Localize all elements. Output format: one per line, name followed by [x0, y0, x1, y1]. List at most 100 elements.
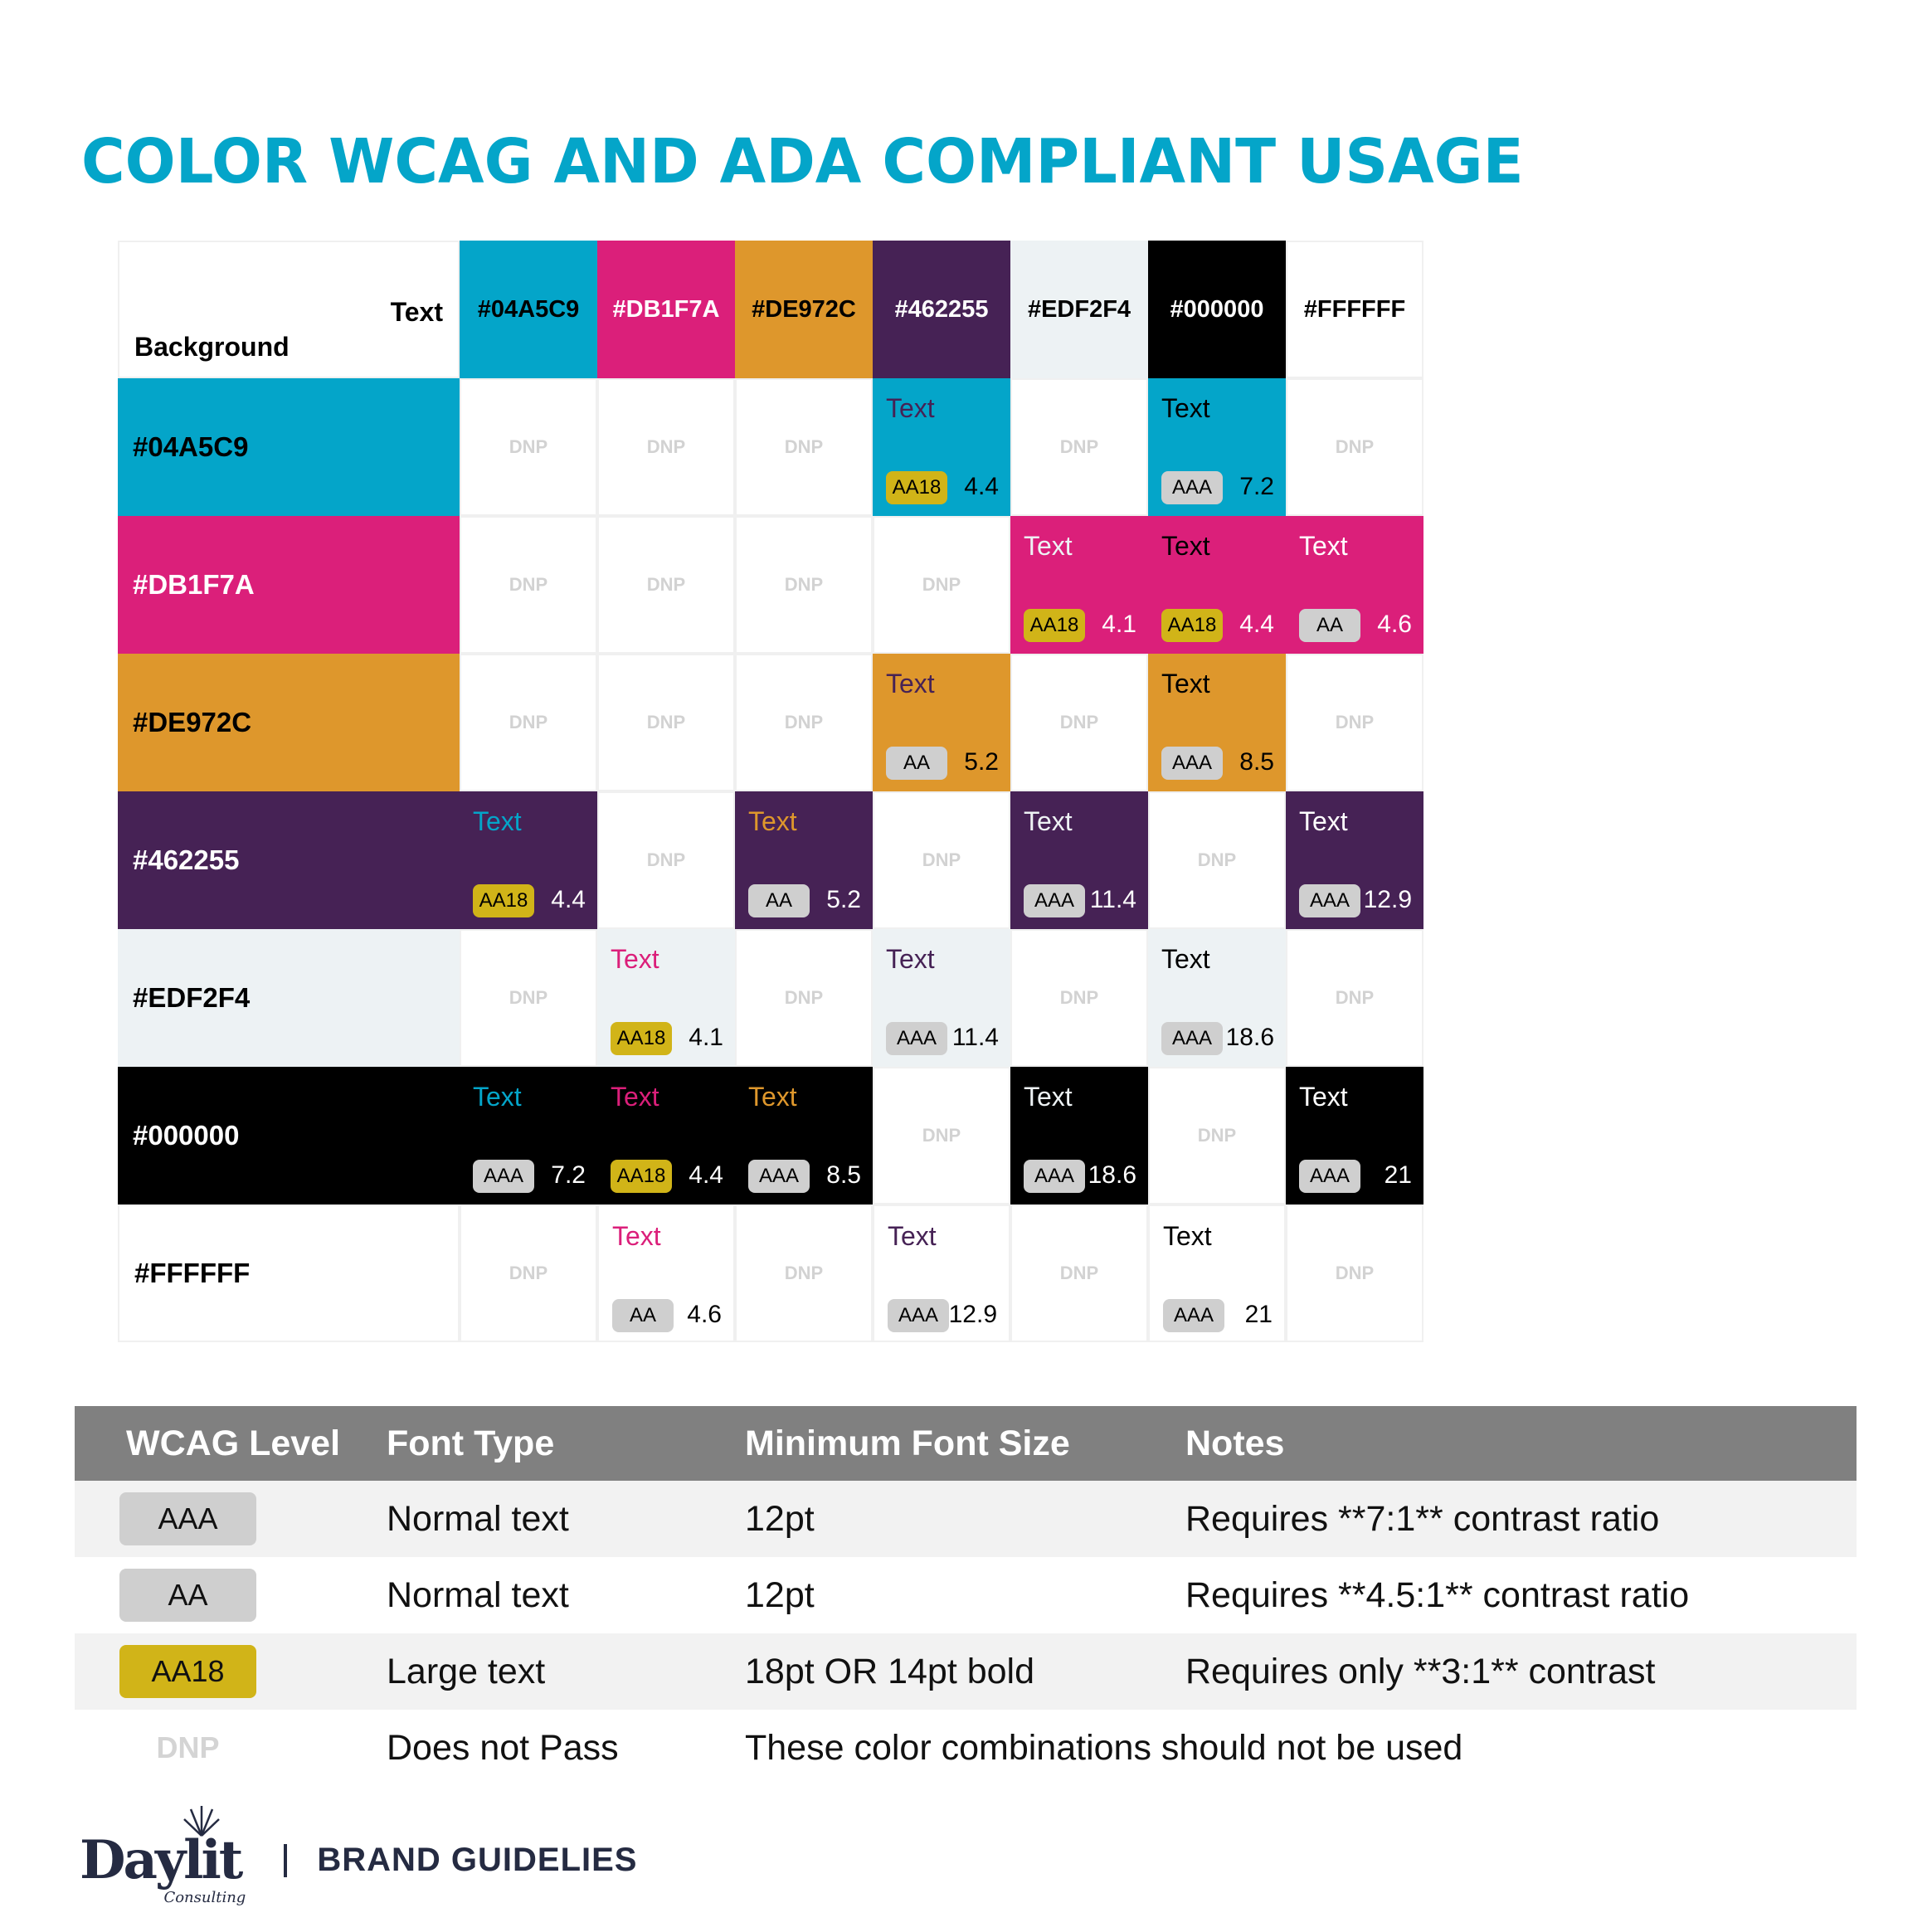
sample-text: Text [886, 393, 935, 423]
text-axis-label: Text [390, 297, 443, 327]
level-badge: AAA [1299, 1160, 1360, 1193]
level-badge: AAA [1163, 1299, 1224, 1332]
font-type: Large text [387, 1651, 546, 1691]
sample-text: Text [611, 944, 659, 974]
dnp-cell: DNP [460, 378, 597, 516]
brand-guidelines-label: BRAND GUIDELIES [317, 1842, 638, 1878]
notes: Requires **4.5:1** contrast ratio [1185, 1574, 1690, 1615]
row-header: #04A5C9 [118, 378, 460, 516]
sample-text: Text [612, 1221, 661, 1251]
row-header: #DE972C [118, 654, 460, 791]
pass-cell: Text AA18 4.4 [597, 1067, 735, 1204]
dnp-cell: DNP [460, 654, 597, 791]
dnp-cell: DNP [1286, 929, 1423, 1067]
background-axis-label: Background [134, 332, 290, 362]
row-header: #000000 [118, 1067, 460, 1204]
contrast-score: 4.4 [1239, 611, 1274, 638]
dnp-cell: DNP [597, 378, 735, 516]
footer: Daylit Consulting BRAND GUIDELIES [80, 1806, 638, 1906]
sample-text: Text [888, 1221, 937, 1251]
sample-text: Text [473, 1082, 522, 1112]
contrast-score: 5.2 [826, 886, 861, 913]
dnp-cell: DNP [735, 654, 873, 791]
dnp-cell: DNP [597, 654, 735, 791]
level-badge: AAA [886, 1022, 947, 1055]
sample-text: Text [886, 669, 935, 698]
contrast-score: 4.4 [551, 886, 586, 913]
pass-cell: Text AAA 8.5 [735, 1067, 873, 1204]
pass-cell: Text AA 4.6 [597, 1204, 735, 1342]
level-badge: AA18 [473, 884, 534, 917]
pass-cell: Text AA18 4.1 [1010, 516, 1148, 654]
level-badge: AAA [1024, 1160, 1085, 1193]
dnp-cell: DNP [1010, 929, 1148, 1067]
dnp-cell: DNP [873, 516, 1010, 654]
min-font-size: 18pt OR 14pt bold [745, 1651, 1035, 1691]
font-type: Does not Pass [387, 1727, 619, 1768]
sample-text: Text [1161, 944, 1210, 974]
pass-cell: Text AAA 7.2 [460, 1067, 597, 1204]
page-title: COLOR WCAG AND ADA COMPLIANT USAGE [81, 126, 1524, 197]
contrast-score: 7.2 [551, 1161, 586, 1189]
wcag-legend-table: WCAG Level Font Type Minimum Font Size N… [75, 1406, 1857, 1786]
level-badge: AAA [1299, 884, 1360, 917]
pass-cell: Text AAA 8.5 [1148, 654, 1286, 791]
level-badge: AA18 [886, 471, 947, 504]
legend-row-aaa: AAA Normal text 12pt Requires **7:1** co… [75, 1481, 1857, 1557]
level-badge: AA [748, 884, 810, 917]
row-header: #462255 [118, 791, 460, 929]
row-header: #EDF2F4 [118, 929, 460, 1067]
level-badge: AA18 [1161, 609, 1223, 642]
level-badge: AA [1299, 609, 1360, 642]
min-font-size: 12pt [745, 1498, 815, 1539]
dnp-cell: DNP [735, 929, 873, 1067]
pass-cell: Text AAA 7.2 [1148, 378, 1286, 516]
legend-header-level: WCAG Level [126, 1423, 341, 1463]
level-badge: AA [886, 747, 947, 780]
contrast-score: 21 [1244, 1301, 1273, 1328]
legend-header-row: WCAG Level Font Type Minimum Font Size N… [75, 1406, 1857, 1481]
min-font-size: 12pt [745, 1574, 815, 1615]
sample-text: Text [748, 1082, 797, 1112]
sample-text: Text [1161, 393, 1210, 423]
contrast-matrix: Text Background #04A5C9 #DB1F7A #DE972C #4622… [118, 241, 1423, 1342]
row-header: #DB1F7A [118, 516, 460, 654]
pass-cell: Text AAA 21 [1286, 1067, 1423, 1204]
sample-text: Text [1299, 806, 1348, 836]
column-header: #EDF2F4 [1010, 241, 1148, 378]
sample-text: Text [1024, 531, 1073, 561]
logo-text: Daylit [80, 1829, 243, 1891]
pass-cell: Text AA 5.2 [873, 654, 1010, 791]
sample-text: Text [1299, 1082, 1348, 1112]
dnp-cell: DNP [735, 516, 873, 654]
dnp-cell: DNP [460, 929, 597, 1067]
contrast-score: 12.9 [1363, 886, 1412, 913]
dnp-cell: DNP [1286, 654, 1423, 791]
contrast-score: 12.9 [948, 1301, 997, 1328]
dnp-cell: DNP [460, 1204, 597, 1342]
contrast-score: 11.4 [1089, 886, 1136, 913]
contrast-score: 11.4 [951, 1024, 999, 1051]
dnp-cell: DNP [1286, 378, 1423, 516]
pass-cell: Text AAA 21 [1148, 1204, 1286, 1342]
notes: Requires **7:1** contrast ratio [1185, 1498, 1660, 1539]
contrast-score: 7.2 [1239, 473, 1274, 500]
dnp-description: These color combinations should not be u… [745, 1727, 1463, 1768]
contrast-score: 4.1 [689, 1024, 723, 1051]
pass-cell: Text AA18 4.4 [460, 791, 597, 929]
row-header: #FFFFFF [118, 1204, 460, 1342]
level-badge-aaa: AAA [119, 1492, 256, 1545]
pass-cell: Text AA18 4.4 [873, 378, 1010, 516]
footer-divider [284, 1843, 288, 1877]
sample-text: Text [1163, 1221, 1212, 1251]
sample-text: Text [1024, 806, 1073, 836]
contrast-score: 4.6 [1377, 611, 1412, 638]
sample-text: Text [1161, 669, 1210, 698]
dnp-cell: DNP [1010, 654, 1148, 791]
contrast-score: 21 [1384, 1161, 1412, 1189]
pass-cell: Text AAA 18.6 [1010, 1067, 1148, 1204]
column-header: #000000 [1148, 241, 1286, 378]
contrast-score: 5.2 [964, 748, 999, 776]
legend-header-min-size: Minimum Font Size [745, 1423, 1070, 1463]
sample-text: Text [1299, 531, 1348, 561]
